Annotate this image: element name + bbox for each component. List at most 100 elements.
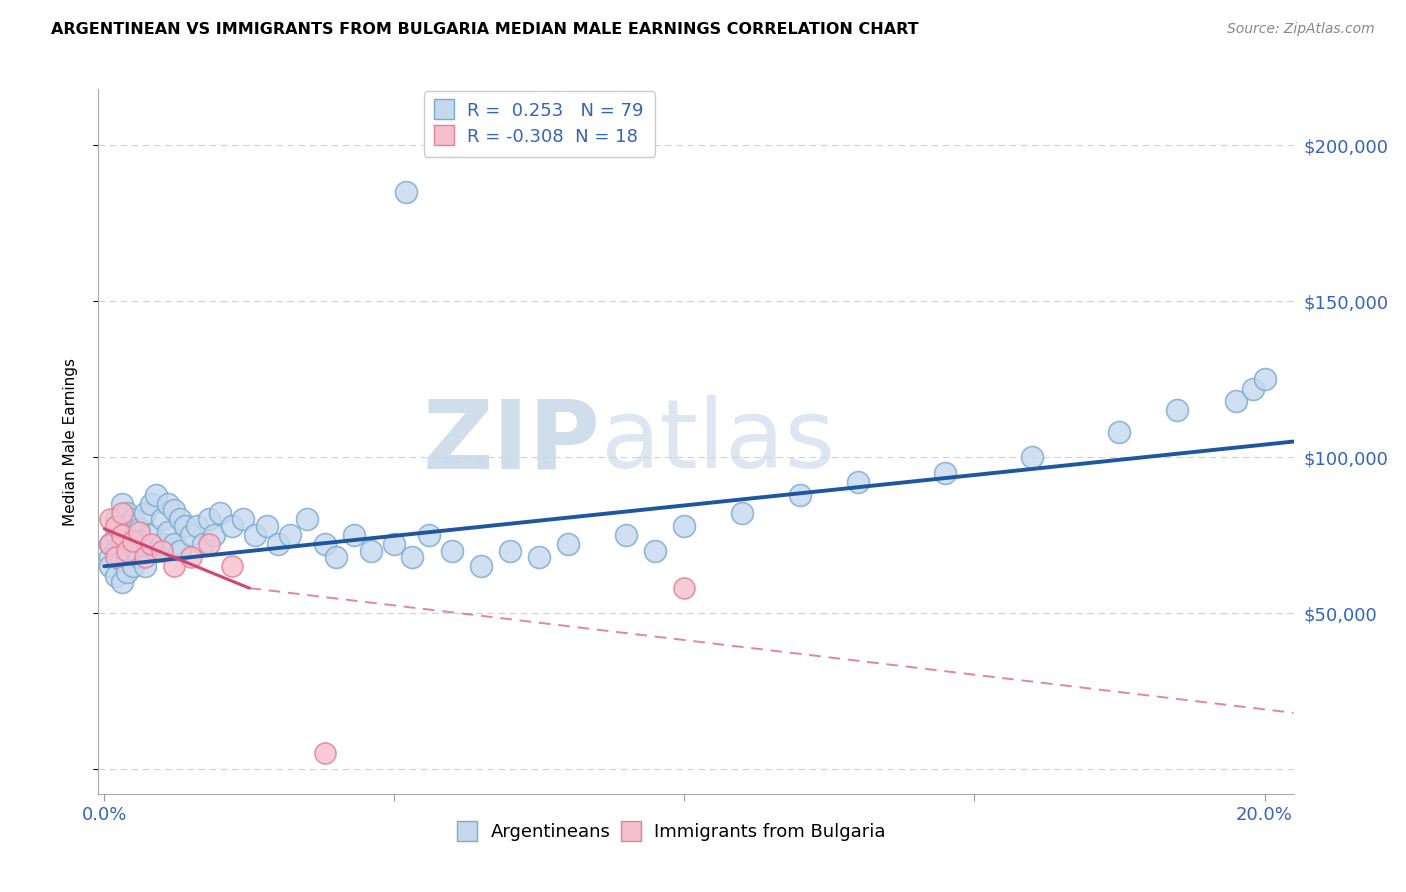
Point xyxy=(104,528,127,542)
Text: Source: ZipAtlas.com: Source: ZipAtlas.com xyxy=(1227,22,1375,37)
Point xyxy=(209,506,232,520)
Point xyxy=(232,512,254,526)
Point xyxy=(221,559,243,574)
Point xyxy=(117,518,139,533)
Point xyxy=(111,497,134,511)
Point xyxy=(128,549,150,564)
Point xyxy=(1253,372,1275,386)
Point xyxy=(297,512,319,526)
Point xyxy=(139,497,162,511)
Point xyxy=(169,512,191,526)
Point xyxy=(360,543,382,558)
Point xyxy=(111,574,134,589)
Point xyxy=(325,549,347,564)
Point xyxy=(98,549,121,564)
Point xyxy=(163,559,186,574)
Point xyxy=(186,518,208,533)
Point xyxy=(104,512,127,526)
Point xyxy=(1241,382,1264,396)
Point xyxy=(401,549,423,564)
Point xyxy=(104,549,127,564)
Point xyxy=(150,537,173,551)
Point xyxy=(150,512,173,526)
Point xyxy=(111,553,134,567)
Point xyxy=(731,506,754,520)
Point xyxy=(204,528,226,542)
Point xyxy=(139,537,162,551)
Point xyxy=(673,581,696,595)
Point xyxy=(117,506,139,520)
Point xyxy=(157,524,180,539)
Point xyxy=(134,537,156,551)
Point xyxy=(122,512,145,526)
Point xyxy=(529,549,551,564)
Point xyxy=(418,528,440,542)
Point xyxy=(174,518,197,533)
Point xyxy=(278,528,301,542)
Point xyxy=(122,534,145,549)
Point xyxy=(1021,450,1043,464)
Point xyxy=(117,549,139,564)
Point xyxy=(117,566,139,580)
Point xyxy=(111,528,134,542)
Point xyxy=(441,543,464,558)
Point xyxy=(117,537,139,551)
Point xyxy=(150,543,173,558)
Point xyxy=(122,543,145,558)
Point xyxy=(128,524,150,539)
Point xyxy=(221,518,243,533)
Point xyxy=(243,528,266,542)
Point xyxy=(614,528,637,542)
Point xyxy=(122,528,145,542)
Point xyxy=(104,518,127,533)
Point xyxy=(117,543,139,558)
Point xyxy=(98,537,121,551)
Point xyxy=(343,528,366,542)
Point xyxy=(134,559,156,574)
Point xyxy=(111,534,134,549)
Point xyxy=(157,497,180,511)
Point xyxy=(104,543,127,558)
Point xyxy=(134,549,156,564)
Y-axis label: Median Male Earnings: Median Male Earnings xyxy=(63,358,77,525)
Point xyxy=(314,537,336,551)
Point xyxy=(163,537,186,551)
Point xyxy=(111,506,134,520)
Point xyxy=(98,559,121,574)
Point xyxy=(128,522,150,536)
Point xyxy=(197,512,219,526)
Point xyxy=(145,487,167,501)
Point xyxy=(1225,394,1247,409)
Point xyxy=(191,537,214,551)
Point xyxy=(382,537,405,551)
Point xyxy=(98,537,121,551)
Legend: Argentineans, Immigrants from Bulgaria: Argentineans, Immigrants from Bulgaria xyxy=(451,816,893,848)
Point xyxy=(934,466,956,480)
Point xyxy=(197,537,219,551)
Point xyxy=(314,747,336,761)
Point xyxy=(1108,425,1130,440)
Point xyxy=(267,537,290,551)
Point xyxy=(104,568,127,582)
Point xyxy=(139,528,162,542)
Point xyxy=(111,518,134,533)
Point xyxy=(256,518,278,533)
Point xyxy=(180,528,202,542)
Point xyxy=(848,475,870,489)
Point xyxy=(122,559,145,574)
Text: ZIP: ZIP xyxy=(422,395,600,488)
Point xyxy=(395,185,418,199)
Point xyxy=(1166,403,1188,417)
Point xyxy=(98,512,121,526)
Text: atlas: atlas xyxy=(600,395,835,488)
Point xyxy=(470,559,492,574)
Point xyxy=(128,534,150,549)
Point xyxy=(169,543,191,558)
Point xyxy=(163,503,186,517)
Point xyxy=(499,543,522,558)
Point xyxy=(557,537,579,551)
Point xyxy=(789,487,811,501)
Point xyxy=(644,543,666,558)
Text: ARGENTINEAN VS IMMIGRANTS FROM BULGARIA MEDIAN MALE EARNINGS CORRELATION CHART: ARGENTINEAN VS IMMIGRANTS FROM BULGARIA … xyxy=(51,22,918,37)
Point xyxy=(145,543,167,558)
